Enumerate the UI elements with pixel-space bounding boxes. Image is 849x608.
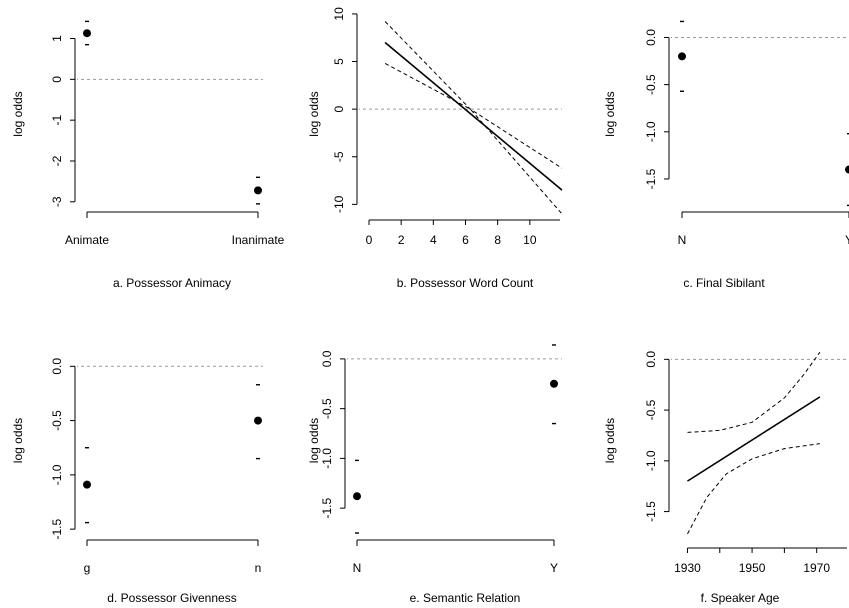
plot-area xyxy=(347,344,562,534)
x-tick-label: 0 xyxy=(366,233,373,247)
panel-title: d. Possessor Givenness xyxy=(107,591,236,605)
y-tick-label: -10 xyxy=(332,195,346,213)
x-tick-label: 1950 xyxy=(739,561,766,575)
y-axis-label: log odds xyxy=(307,91,321,136)
y-tick-label: -1.5 xyxy=(320,497,334,518)
panel-title: f. Speaker Age xyxy=(701,591,780,605)
y-tick-label: -1.5 xyxy=(50,518,64,539)
y-tick-label: 0.0 xyxy=(320,350,334,367)
y-tick-label: -3 xyxy=(50,196,64,207)
panel-b: 10 5 0 -5 -10 0 2 4 6 8 10 log odds b. Possessor Wor… xyxy=(307,7,563,290)
data-point xyxy=(254,186,262,195)
x-tick-label: 8 xyxy=(494,233,501,247)
ci-upper-line xyxy=(687,351,821,433)
y-tick-label: 0 xyxy=(50,76,64,83)
plot-area xyxy=(671,351,849,535)
x-tick-label: 4 xyxy=(430,233,437,247)
y-tick-label: -2 xyxy=(50,155,64,166)
x-tick-label: Y xyxy=(550,561,558,575)
y-axis-label: log odds xyxy=(11,91,25,136)
x-tick-label: n xyxy=(255,561,262,575)
fitted-line xyxy=(384,41,563,191)
x-tick-label: 10 xyxy=(523,233,537,247)
panel-f: 0.0 -0.5 -1.0 -1.5 1930 1950 1970 log odds f. Sp… xyxy=(603,351,849,605)
y-tick-label: -1.5 xyxy=(644,168,658,189)
x-tick-label: N xyxy=(678,233,687,247)
panel-d: 0.0 -0.5 -1.0 -1.5 g n log odds d. Possessor Gi… xyxy=(11,358,263,605)
data-point xyxy=(83,480,91,489)
y-tick-label: -1.0 xyxy=(644,450,658,471)
y-axis-label: log odds xyxy=(11,418,25,463)
x-tick-label: 6 xyxy=(462,233,469,247)
y-tick-label: -0.5 xyxy=(644,74,658,95)
y-tick-label: -0.5 xyxy=(644,399,658,420)
fitted-line xyxy=(687,396,821,482)
data-point xyxy=(83,29,91,38)
ci-lower-line xyxy=(687,443,820,535)
y-tick-label: 1 xyxy=(50,35,64,42)
plot-area xyxy=(77,20,263,205)
data-point xyxy=(678,52,686,61)
panel-title: e. Semantic Relation xyxy=(410,591,521,605)
plot-area xyxy=(359,21,563,215)
y-axis-label: log odds xyxy=(307,418,321,463)
y-tick-label: -1.5 xyxy=(644,501,658,522)
y-tick-label: 0.0 xyxy=(644,351,658,368)
y-tick-label: -0.5 xyxy=(320,398,334,419)
y-tick-label: -0.5 xyxy=(50,410,64,431)
ci-upper-line xyxy=(384,21,563,169)
data-point xyxy=(845,165,849,174)
y-axis-label: log odds xyxy=(603,418,617,463)
x-tick-label: g xyxy=(84,561,91,575)
y-tick-label: 10 xyxy=(332,7,346,21)
x-tick-label: 1970 xyxy=(803,561,830,575)
y-tick-label: -5 xyxy=(332,151,346,162)
ci-lower-line xyxy=(384,62,563,215)
panel-title: b. Possessor Word Count xyxy=(397,276,534,290)
x-tick-label: Animate xyxy=(65,233,109,247)
x-tick-label: Inanimate xyxy=(232,233,285,247)
data-point xyxy=(254,416,262,425)
y-tick-label: -1.0 xyxy=(50,464,64,485)
y-tick-label: 0.0 xyxy=(50,358,64,375)
data-point xyxy=(353,492,361,501)
panel-title: c. Final Sibilant xyxy=(683,276,765,290)
x-tick-label: N xyxy=(353,561,362,575)
data-point xyxy=(550,379,558,388)
y-axis-label: log odds xyxy=(603,91,617,136)
y-tick-label: -1.0 xyxy=(320,448,334,469)
plot-area xyxy=(77,365,263,524)
y-tick-label: -1 xyxy=(50,115,64,126)
panel-title: a. Possessor Animacy xyxy=(113,276,231,290)
y-tick-label: 5 xyxy=(332,58,346,65)
y-tick-label: 0 xyxy=(332,105,346,112)
x-tick-label: 1930 xyxy=(674,561,701,575)
x-tick-label: Y xyxy=(845,233,849,247)
y-tick-label: 0.0 xyxy=(644,29,658,46)
x-tick-label: 2 xyxy=(398,233,405,247)
panel-a: 1 0 -1 -2 -3 Animate Inanimate log odds a. Posse… xyxy=(11,20,285,290)
plot-area xyxy=(671,20,849,207)
y-tick-label: -1.0 xyxy=(644,121,658,142)
